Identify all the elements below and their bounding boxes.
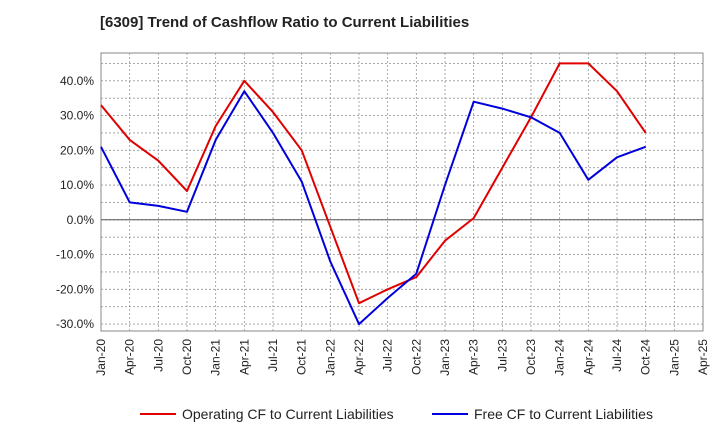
y-tick-label: 20.0% bbox=[60, 143, 94, 157]
x-tick-label: Jan-22 bbox=[323, 339, 337, 376]
x-tick-label: Jan-24 bbox=[553, 339, 567, 376]
x-tick-label: Oct-21 bbox=[295, 339, 309, 375]
x-tick-label: Apr-25 bbox=[696, 339, 710, 375]
x-tick-label: Oct-20 bbox=[180, 339, 194, 375]
x-tick-label: Oct-22 bbox=[409, 339, 423, 375]
x-tick-label: Apr-20 bbox=[123, 339, 137, 375]
x-tick-label: Jul-24 bbox=[610, 339, 624, 372]
x-tick-label: Jul-23 bbox=[495, 339, 509, 372]
series-line-1 bbox=[100, 62, 647, 305]
legend-label: Operating CF to Current Liabilities bbox=[182, 406, 394, 422]
x-tick-label: Apr-21 bbox=[237, 339, 251, 375]
series-line-2 bbox=[100, 90, 647, 326]
x-tick-label: Oct-24 bbox=[639, 339, 653, 375]
x-tick-label: Jan-25 bbox=[667, 339, 681, 376]
y-tick-label: 30.0% bbox=[60, 109, 94, 123]
x-tick-label: Apr-23 bbox=[467, 339, 481, 375]
y-tick-label: -30.0% bbox=[56, 317, 94, 331]
x-tick-label: Jan-20 bbox=[94, 339, 108, 376]
x-tick-label: Jul-22 bbox=[381, 339, 395, 372]
y-tick-label: -20.0% bbox=[56, 282, 94, 296]
chart-title: [6309] Trend of Cashflow Ratio to Curren… bbox=[100, 14, 470, 31]
y-axis-ticks: -30.0% -20.0% -10.0% 0.0% 10.0% 20.0% 30.0% 40.… bbox=[56, 74, 94, 331]
x-tick-label: Apr-22 bbox=[352, 339, 366, 375]
x-tick-label: Apr-24 bbox=[581, 339, 595, 375]
y-tick-label: 10.0% bbox=[60, 178, 94, 192]
x-tick-label: Jul-21 bbox=[266, 339, 280, 372]
y-tick-label: 0.0% bbox=[67, 213, 95, 227]
legend-label: Free CF to Current Liabilities bbox=[474, 406, 653, 422]
x-tick-label: Jan-23 bbox=[438, 339, 452, 376]
x-tick-label: Jan-21 bbox=[209, 339, 223, 376]
y-tick-label: -10.0% bbox=[56, 248, 94, 262]
x-tick-label: Jul-20 bbox=[151, 339, 165, 372]
legend: Operating CF to Current Liabilities Free … bbox=[140, 406, 653, 422]
y-tick-label: 40.0% bbox=[60, 74, 94, 88]
x-axis-ticks: Jan-20 Apr-20 Jul-20 Oct-20 Jan-21 Apr-21 Jul-… bbox=[94, 339, 710, 376]
x-tick-label: Oct-23 bbox=[524, 339, 538, 375]
series-lines bbox=[100, 62, 647, 326]
